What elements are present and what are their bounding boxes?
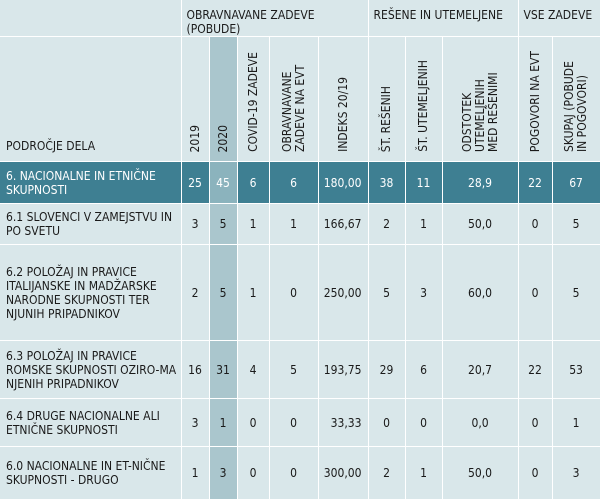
cell-skupaj: 1 — [552, 398, 600, 447]
cell-2019: 2 — [181, 244, 210, 341]
cell-resenih: 38 — [368, 161, 406, 204]
row-label: 6.1 SLOVENCI V ZAMEJSTVU IN PO SVETU — [0, 203, 182, 245]
table-row: 6.4 DRUGE NACIONALNE ALI ETNIČNE SKUPNOS… — [0, 398, 600, 447]
cell-resenih: 2 — [368, 203, 406, 245]
cell-indeks: 33,33 — [318, 398, 369, 447]
cell-pogovori: 0 — [518, 398, 553, 447]
column-header-podrocje: PODROČJE DELA — [0, 36, 182, 162]
cell-odstotek: 0,0 — [442, 398, 519, 447]
table-row: 6.3 POLOŽAJ IN PRAVICE ROMSKE SKUPNOSTI … — [0, 340, 600, 399]
cell-utemeljenih: 1 — [405, 446, 443, 500]
cell-resenih: 5 — [368, 244, 406, 341]
group-header-resene: REŠENE IN UTEMELJENE — [368, 0, 519, 37]
cell-2020: 5 — [209, 203, 238, 245]
cell-utemeljenih: 3 — [405, 244, 443, 341]
table-row: 6.1 SLOVENCI V ZAMEJSTVU IN PO SVETU 3 5… — [0, 203, 600, 245]
cell-2019: 3 — [181, 398, 210, 447]
cell-2019: 3 — [181, 203, 210, 245]
column-header-indeks: INDEKS 20/19 — [318, 36, 369, 162]
cell-evt: 6 — [269, 161, 319, 204]
column-header-odstotek: ODSTOTEK UTEMELJENIH MED REŠENIMI — [442, 36, 519, 162]
cell-skupaj: 53 — [552, 340, 600, 399]
group-header-vse: VSE ZADEVE — [518, 0, 600, 37]
cell-resenih: 0 — [368, 398, 406, 447]
cell-odstotek: 50,0 — [442, 446, 519, 500]
column-header-2020: 2020 — [209, 36, 238, 162]
cell-2020: 31 — [209, 340, 238, 399]
cell-covid: 0 — [237, 398, 270, 447]
cell-utemeljenih: 1 — [405, 203, 443, 245]
cell-resenih: 29 — [368, 340, 406, 399]
cell-resenih: 2 — [368, 446, 406, 500]
row-label: 6.4 DRUGE NACIONALNE ALI ETNIČNE SKUPNOS… — [0, 398, 182, 447]
cell-2020: 3 — [209, 446, 238, 500]
cell-odstotek: 50,0 — [442, 203, 519, 245]
cell-pogovori: 22 — [518, 340, 553, 399]
cell-utemeljenih: 11 — [405, 161, 443, 204]
cell-skupaj: 5 — [552, 244, 600, 341]
header-blank — [0, 0, 182, 37]
cell-utemeljenih: 6 — [405, 340, 443, 399]
cell-evt: 5 — [269, 340, 319, 399]
row-label: 6.2 POLOŽAJ IN PRAVICE ITALIJANSKE IN MA… — [0, 244, 182, 341]
row-label: 6.0 NACIONALNE IN ET-NIČNE SKUPNOSTI - D… — [0, 446, 182, 500]
cell-2020: 1 — [209, 398, 238, 447]
row-label: 6.3 POLOŽAJ IN PRAVICE ROMSKE SKUPNOSTI … — [0, 340, 182, 399]
cell-indeks: 193,75 — [318, 340, 369, 399]
cell-covid: 0 — [237, 446, 270, 500]
cell-2020: 45 — [209, 161, 238, 204]
cell-evt: 0 — [269, 398, 319, 447]
cell-skupaj: 67 — [552, 161, 600, 204]
column-header-resenih: ŠT. REŠENIH — [368, 36, 406, 162]
cell-utemeljenih: 0 — [405, 398, 443, 447]
column-header-evt: OBRAVNAVANE ZADEVE NA EVT — [269, 36, 319, 162]
cell-indeks: 250,00 — [318, 244, 369, 341]
column-header-skupaj: SKUPAJ (POBUDE IN POGOVORI) — [552, 36, 600, 162]
cell-evt: 0 — [269, 446, 319, 500]
cell-2020: 5 — [209, 244, 238, 341]
cell-odstotek: 28,9 — [442, 161, 519, 204]
cell-odstotek: 60,0 — [442, 244, 519, 341]
cell-2019: 1 — [181, 446, 210, 500]
cell-covid: 1 — [237, 244, 270, 341]
cell-evt: 1 — [269, 203, 319, 245]
cell-skupaj: 5 — [552, 203, 600, 245]
column-header-pogovori: POGOVORI NA EVT — [518, 36, 553, 162]
cell-pogovori: 22 — [518, 161, 553, 204]
cell-pogovori: 0 — [518, 244, 553, 341]
cell-odstotek: 20,7 — [442, 340, 519, 399]
cell-covid: 6 — [237, 161, 270, 204]
column-header-2019: 2019 — [181, 36, 210, 162]
row-label: 6. NACIONALNE IN ETNIČNE SKUPNOSTI — [0, 161, 182, 204]
cell-covid: 4 — [237, 340, 270, 399]
cell-covid: 1 — [237, 203, 270, 245]
cell-indeks: 180,00 — [318, 161, 369, 204]
cell-pogovori: 0 — [518, 446, 553, 500]
column-header-utemeljenih: ŠT. UTEMELJENIH — [405, 36, 443, 162]
cell-2019: 25 — [181, 161, 210, 204]
table-row: 6. NACIONALNE IN ETNIČNE SKUPNOSTI 25 45… — [0, 161, 600, 204]
table-row: 6.2 POLOŽAJ IN PRAVICE ITALIJANSKE IN MA… — [0, 244, 600, 341]
cell-indeks: 300,00 — [318, 446, 369, 500]
cell-pogovori: 0 — [518, 203, 553, 245]
group-header-obravnavane: OBRAVNAVANE ZADEVE (POBUDE) — [181, 0, 369, 37]
column-header-covid: COVID-19 ZADEVE — [237, 36, 270, 162]
table-row: 6.0 NACIONALNE IN ET-NIČNE SKUPNOSTI - D… — [0, 446, 600, 500]
cell-skupaj: 3 — [552, 446, 600, 500]
cell-2019: 16 — [181, 340, 210, 399]
cell-evt: 0 — [269, 244, 319, 341]
cell-indeks: 166,67 — [318, 203, 369, 245]
